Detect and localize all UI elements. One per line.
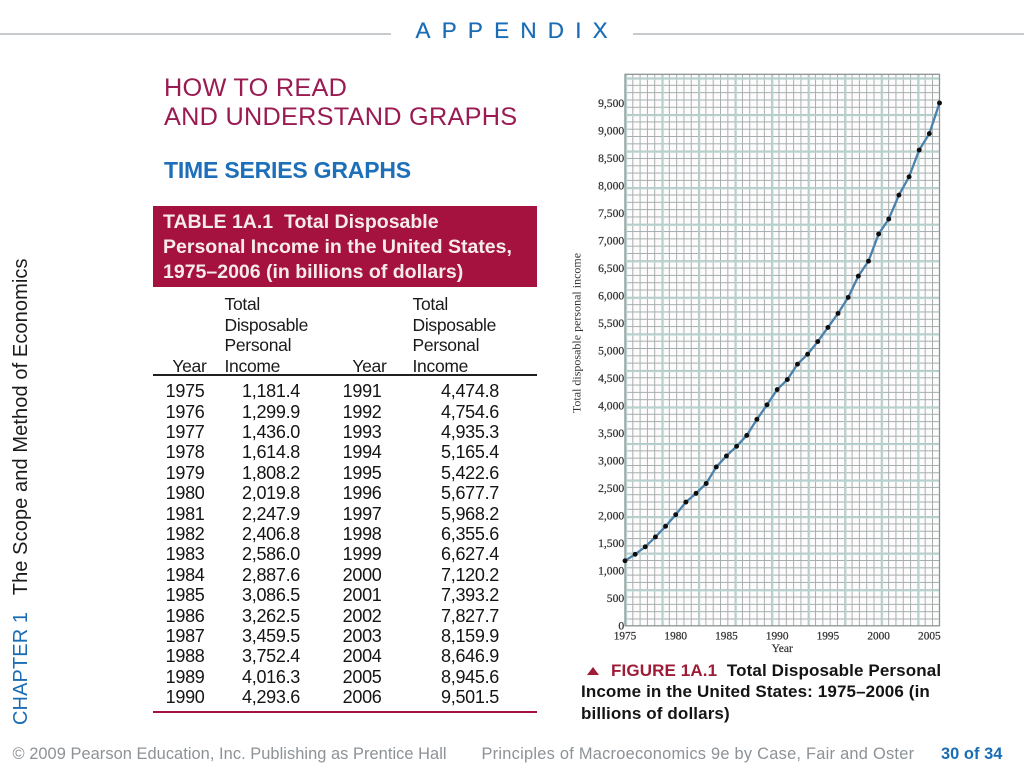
svg-text:3,000: 3,000	[598, 455, 624, 468]
svg-text:2,000: 2,000	[598, 510, 624, 523]
svg-text:4,500: 4,500	[598, 372, 624, 385]
svg-text:2,500: 2,500	[598, 482, 624, 495]
svg-text:1980: 1980	[664, 631, 687, 643]
svg-text:3,500: 3,500	[598, 427, 624, 440]
svg-text:1990: 1990	[766, 631, 789, 643]
svg-text:1,000: 1,000	[598, 565, 624, 578]
svg-text:6,500: 6,500	[598, 262, 624, 275]
svg-text:2005: 2005	[918, 631, 941, 643]
svg-text:1995: 1995	[817, 631, 840, 643]
svg-text:1975: 1975	[614, 631, 637, 643]
svg-text:8,500: 8,500	[598, 152, 624, 165]
svg-text:1985: 1985	[715, 631, 738, 643]
svg-text:2000: 2000	[867, 631, 890, 643]
svg-text:5,000: 5,000	[598, 345, 624, 358]
svg-text:9,500: 9,500	[598, 97, 624, 110]
svg-text:7,500: 7,500	[598, 207, 624, 220]
svg-text:0: 0	[618, 620, 624, 633]
svg-text:5,500: 5,500	[598, 317, 624, 330]
svg-text:6,000: 6,000	[598, 290, 624, 303]
svg-text:8,000: 8,000	[598, 180, 624, 193]
svg-text:Total disposable personal inco: Total disposable personal income	[570, 253, 584, 413]
svg-text:Year: Year	[772, 643, 793, 655]
svg-text:4,000: 4,000	[598, 400, 624, 413]
svg-text:1,500: 1,500	[598, 537, 624, 550]
svg-text:500: 500	[607, 592, 625, 605]
svg-text:7,000: 7,000	[598, 235, 624, 248]
svg-text:9,000: 9,000	[598, 124, 624, 137]
